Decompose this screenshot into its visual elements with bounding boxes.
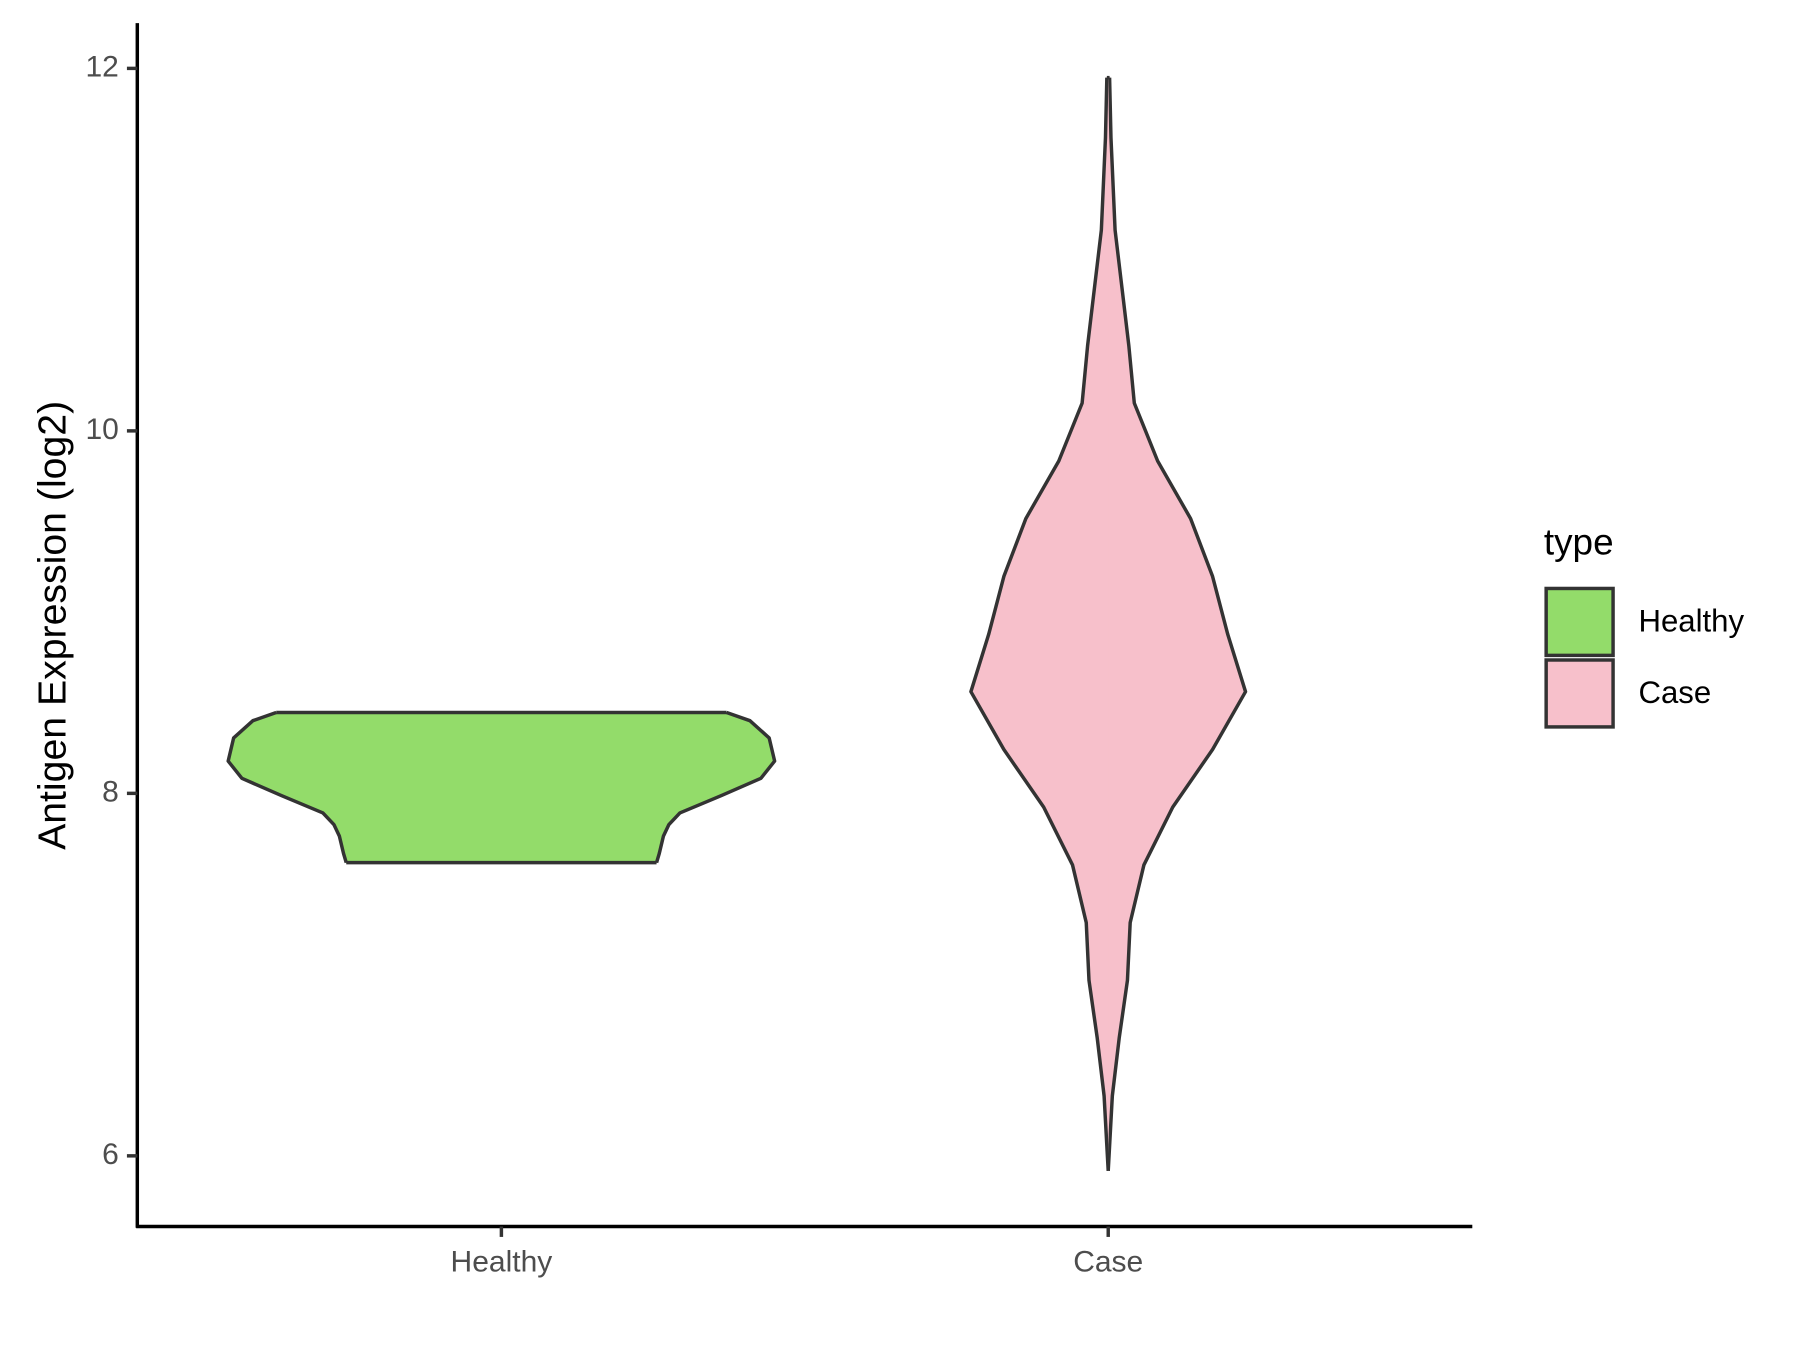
- x-tick-label: Case: [1073, 1245, 1143, 1278]
- legend-key: [1544, 586, 1615, 658]
- x-tick-label: Healthy: [451, 1245, 553, 1278]
- y-tick-label: 10: [85, 413, 118, 446]
- y-tick-label: 12: [85, 50, 118, 83]
- y-axis-title: Antigen Expression (log2): [31, 401, 75, 850]
- violin-outline: [969, 77, 1110, 1171]
- violin-fill: [227, 712, 502, 864]
- legend-label: Healthy: [1638, 603, 1744, 638]
- y-tick-label: 8: [102, 775, 119, 808]
- violin-outline: [654, 710, 777, 864]
- legend-key: [1544, 658, 1615, 729]
- violin-fill: [500, 712, 776, 864]
- violin-outline: [226, 710, 348, 864]
- violin-outline: [1106, 77, 1248, 1171]
- y-tick-label: 6: [102, 1138, 119, 1171]
- legend-title: type: [1544, 521, 1614, 562]
- legend-label: Case: [1638, 675, 1711, 710]
